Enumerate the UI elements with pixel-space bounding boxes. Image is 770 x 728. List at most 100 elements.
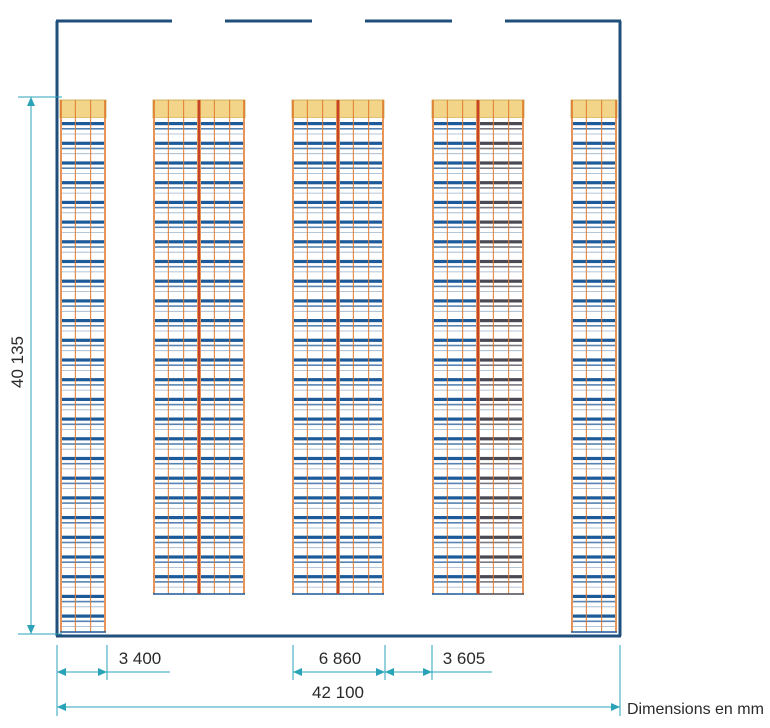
pallet-beam-thin [480, 384, 522, 386]
pallet-beam-thin [201, 541, 243, 544]
pallet-beam [294, 358, 336, 362]
pallet-beam [573, 259, 615, 264]
pallet-beam-thin [155, 384, 197, 386]
pallet-beam [294, 456, 336, 461]
units-note: Dimensions en mm [627, 701, 764, 718]
pallet-beam-thin [62, 285, 104, 288]
pallet-beam-thin [434, 147, 476, 150]
pallet-beam [294, 240, 336, 244]
pallet-beam [573, 417, 615, 421]
pallet-beam [340, 476, 382, 480]
pallet-beam [155, 437, 197, 441]
pallet-beam-thin [434, 285, 476, 288]
pallet-beam-thin [62, 305, 104, 307]
pallet-beam-thin [340, 462, 382, 465]
pallet-beam-thin [340, 305, 382, 307]
pallet-beam-thin [155, 423, 197, 426]
pallet-beam-thin [480, 265, 522, 268]
pallet-beam-thin [434, 403, 476, 406]
rack-single-left [59, 99, 107, 633]
pallet-beam-thin [155, 226, 197, 229]
pallet-beam [573, 555, 615, 559]
pallet-beam [155, 181, 197, 185]
pallet-beam [294, 141, 336, 145]
pallet-beam [573, 496, 615, 500]
pallet-beam-thin [573, 147, 615, 150]
pallet-beam [434, 141, 476, 145]
pallet-beam-thin [155, 147, 197, 150]
pallet-beam [294, 319, 336, 323]
rack-body [292, 118, 338, 594]
pallet-beam-thin [155, 285, 197, 288]
pallet-beam [294, 259, 336, 264]
pallet-beam-thin [62, 265, 104, 268]
pallet-beam [434, 535, 476, 539]
pallet-beam-thin [573, 226, 615, 229]
pallet-beam-thin [155, 443, 197, 445]
pallet-beam-thin [340, 423, 382, 426]
pallet-beam-thin [294, 147, 336, 150]
pallet-beam [480, 496, 522, 500]
pallet-beam [201, 240, 243, 244]
pallet-beam-thin [201, 226, 243, 229]
pallet-beam [480, 397, 522, 401]
pallet-beam-thin [294, 206, 336, 209]
pallet-beam [201, 122, 243, 126]
pallet-beam [62, 476, 104, 480]
pallet-beam [573, 181, 615, 185]
pallet-beam-thin [62, 522, 104, 524]
pallet-beam-thin [62, 206, 104, 209]
pallet-beam [573, 358, 615, 362]
pallet-beam [340, 456, 382, 461]
pallet-beam-thin [155, 167, 197, 169]
pallet-beam-thin [201, 344, 243, 347]
pallet-beam-thin [155, 561, 197, 563]
arrow-head [57, 703, 66, 711]
pallet-beam-thin [155, 206, 197, 209]
pallet-beam-thin [434, 305, 476, 307]
pallet-beam [62, 575, 104, 579]
pallet-beam-thin [434, 462, 476, 465]
pallet-beam [294, 535, 336, 539]
pallet-beam [155, 516, 197, 520]
pallet-beam [573, 319, 615, 323]
pallet-beam-thin [294, 522, 336, 524]
pallet-beam [434, 279, 476, 283]
arrow-head [611, 703, 620, 711]
pallet-beam-thin [62, 423, 104, 426]
pallet-beam [480, 299, 522, 303]
pallet-beam [573, 279, 615, 283]
pallet-beam [434, 476, 476, 480]
pallet-beam-thin [573, 462, 615, 465]
pallet-beam [434, 338, 476, 342]
pallet-beam-thin [201, 325, 243, 327]
arrow-head [376, 668, 385, 676]
pallet-beam [155, 122, 197, 126]
pallet-beam-thin [155, 581, 197, 583]
pallet-beam [434, 378, 476, 382]
rack-double-2 [291, 99, 385, 595]
pallet-beam [201, 181, 243, 185]
pallet-beam-thin [201, 581, 243, 583]
pallet-beam [294, 575, 336, 579]
pallet-beam-thin [340, 384, 382, 386]
pallet-beam-thin [62, 344, 104, 347]
pallet-beam [434, 240, 476, 244]
pallet-beam [201, 496, 243, 500]
pallet-beam-thin [201, 561, 243, 563]
pallet-beam [434, 456, 476, 461]
pallet-beam-thin [155, 246, 197, 248]
pallet-beam-thin [294, 423, 336, 426]
pallet-beam-thin [340, 226, 382, 229]
pallet-beam-thin [480, 522, 522, 524]
pallet-beam [340, 141, 382, 145]
pallet-beam [340, 555, 382, 559]
pallet-beam-thin [573, 620, 615, 623]
pallet-beam [62, 122, 104, 126]
pallet-beam [434, 555, 476, 559]
pallet-beam-thin [480, 344, 522, 347]
pallet-beam [201, 476, 243, 480]
pallet-beam-thin [340, 502, 382, 504]
pallet-beam [155, 161, 197, 165]
pallet-beam-thin [201, 128, 243, 130]
